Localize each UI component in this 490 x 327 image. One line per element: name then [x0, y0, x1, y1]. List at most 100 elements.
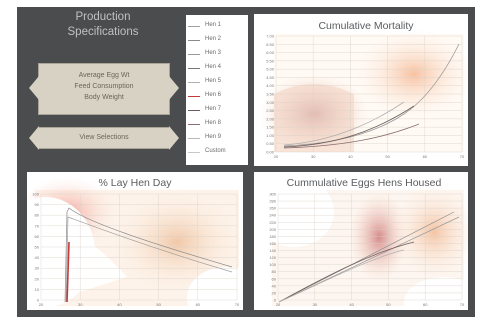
x-tick-label: 20 [276, 302, 281, 307]
x-tick-label: 20 [39, 302, 44, 307]
legend-item-hen-8[interactable]: Hen 8 [188, 119, 248, 130]
y-tick-label: 50 [35, 245, 40, 250]
view-selections-left-arrow [29, 126, 39, 150]
mortality-chart-svg: Cumulative Mortality 7.00 6.50 6.00 5.50 5.0… [259, 20, 468, 159]
x-tick-label: 30 [313, 302, 318, 307]
y-tick-label: 100 [269, 262, 276, 267]
lay-gridlines [40, 193, 238, 301]
legend-label: Hen 3 [205, 50, 222, 56]
legend-label: Hen 5 [205, 78, 222, 84]
lay-chart: % Lay Hen Day 100 90 80 70 60 50 40 30 20 10 0 20 3… [27, 172, 243, 310]
legend-item-hen-9[interactable]: Hen 9 [188, 133, 248, 144]
legend-item-hen-4[interactable]: Hen 4 [188, 63, 248, 74]
y-tick-label: 240 [269, 213, 276, 218]
legend-item-hen-2[interactable]: Hen 2 [188, 35, 248, 46]
view-selections-label: View Selections [79, 134, 129, 141]
y-tick-label: 160 [269, 241, 276, 246]
y-tick-label: 30 [35, 266, 40, 271]
y-tick-label: 200 [269, 227, 276, 232]
y-tick-label: 5.50 [266, 58, 275, 63]
x-tick-label: 40 [117, 302, 122, 307]
y-tick-label: 260 [269, 206, 276, 211]
y-tick-label: 180 [269, 234, 276, 239]
x-tick-label: 70 [235, 302, 240, 307]
y-tick-label: 40 [272, 283, 277, 288]
eggs-y-axis: 3002802602402202001801601401201008060402… [269, 192, 276, 303]
eggs-chart: Cummulative Eggs Hens Housed 300 280 260 24… [254, 172, 468, 310]
x-tick-label: 60 [423, 302, 428, 307]
y-tick-label: 4.50 [266, 75, 275, 80]
view-selections-right-arrow [169, 126, 179, 150]
y-tick-label: 0 [37, 298, 40, 303]
specs-panel: Average Egg Wt Feed Consumption Body Wei… [28, 45, 179, 155]
x-tick-label: 60 [196, 302, 201, 307]
x-tick-label: 50 [386, 302, 391, 307]
y-tick-label: 2.00 [266, 116, 275, 121]
y-tick-label: 3.00 [266, 100, 275, 105]
legend-panel: Hen 1 Hen 2 Hen 3 Hen 4 Hen 5 Hen 6 Hen 7 Hen 8… [186, 15, 248, 165]
x-tick-label: 30 [78, 302, 83, 307]
eggs-curves [278, 211, 460, 303]
x-tick-label: 30 [311, 154, 316, 159]
y-tick-label: 140 [269, 248, 276, 253]
x-tick-label: 40 [348, 154, 353, 159]
y-tick-label: 4.00 [266, 83, 275, 88]
legend-swatch [188, 138, 200, 139]
legend-item-hen-1[interactable]: Hen 1 [188, 21, 248, 32]
legend-swatch [188, 26, 200, 27]
feed-consumption-button[interactable]: Feed Consumption [74, 83, 134, 90]
eggs-chart-svg: Cummulative Eggs Hens Housed 30028026024… [254, 177, 468, 310]
y-tick-label: 70 [35, 223, 40, 228]
average-egg-wt-button[interactable]: Average Egg Wt [78, 72, 130, 79]
y-tick-label: 280 [269, 199, 276, 204]
legend-swatch [188, 40, 200, 41]
y-tick-label: 120 [269, 255, 276, 260]
specs-title-line1: Production [75, 11, 131, 23]
body-weight-button[interactable]: Body Weight [84, 94, 124, 101]
y-tick-label: 20 [35, 276, 40, 281]
lay-x-axis: 20 30 40 50 60 70 [39, 302, 240, 307]
y-tick-label: 1.50 [266, 125, 275, 130]
legend-label: Hen 7 [205, 106, 222, 112]
y-tick-label: 80 [272, 269, 277, 274]
legend-item-hen-7[interactable]: Hen 7 [188, 105, 248, 116]
mortality-y-axis: 7.00 6.50 6.00 5.50 5.00 4.50 4.00 3.50 3.00 2.50… [266, 34, 275, 155]
view-selections-button[interactable]: View Selections [29, 126, 179, 150]
y-tick-label: 10 [35, 287, 40, 292]
right-arrow-decoration [169, 76, 179, 100]
eggs-gridlines [277, 193, 463, 301]
legend-swatch [188, 96, 200, 97]
legend-swatch [188, 152, 200, 153]
y-tick-label: 2.50 [266, 108, 275, 113]
legend-swatch [188, 124, 200, 125]
y-tick-label: 5.00 [266, 67, 275, 72]
legend-label: Hen 1 [205, 22, 222, 28]
y-tick-label: 0 [274, 298, 277, 303]
eggs-x-axis: 20 30 40 50 60 70 [276, 302, 465, 307]
lay-chart-title: % Lay Hen Day [99, 177, 173, 189]
x-tick-label: 20 [274, 154, 279, 159]
legend-item-custom[interactable]: Custom [188, 147, 248, 158]
mortality-chart-title: Cumulative Mortality [318, 20, 414, 32]
x-tick-label: 70 [460, 302, 465, 307]
legend-label: Hen 6 [205, 92, 222, 98]
y-tick-label: 6.50 [266, 42, 275, 47]
legend-item-hen-5[interactable]: Hen 5 [188, 77, 248, 88]
left-arrow-decoration [29, 76, 39, 100]
y-tick-label: 1.00 [266, 133, 275, 138]
y-tick-label: 300 [269, 192, 276, 197]
mortality-gridlines [275, 35, 463, 153]
x-tick-label: 40 [349, 302, 354, 307]
legend-label: Hen 9 [205, 134, 222, 140]
specs-title: Production Specifications [28, 10, 178, 40]
y-tick-label: 20 [272, 290, 277, 295]
y-tick-label: 90 [35, 202, 40, 207]
mortality-x-axis: 20 30 40 50 60 70 [274, 154, 465, 159]
x-tick-label: 60 [423, 154, 428, 159]
legend-item-hen-3[interactable]: Hen 3 [188, 49, 248, 60]
lay-curves [64, 207, 233, 303]
eggs-chart-title: Cummulative Eggs Hens Housed [287, 177, 442, 189]
legend-swatch [188, 82, 200, 83]
legend-item-hen-6[interactable]: Hen 6 [188, 91, 248, 102]
